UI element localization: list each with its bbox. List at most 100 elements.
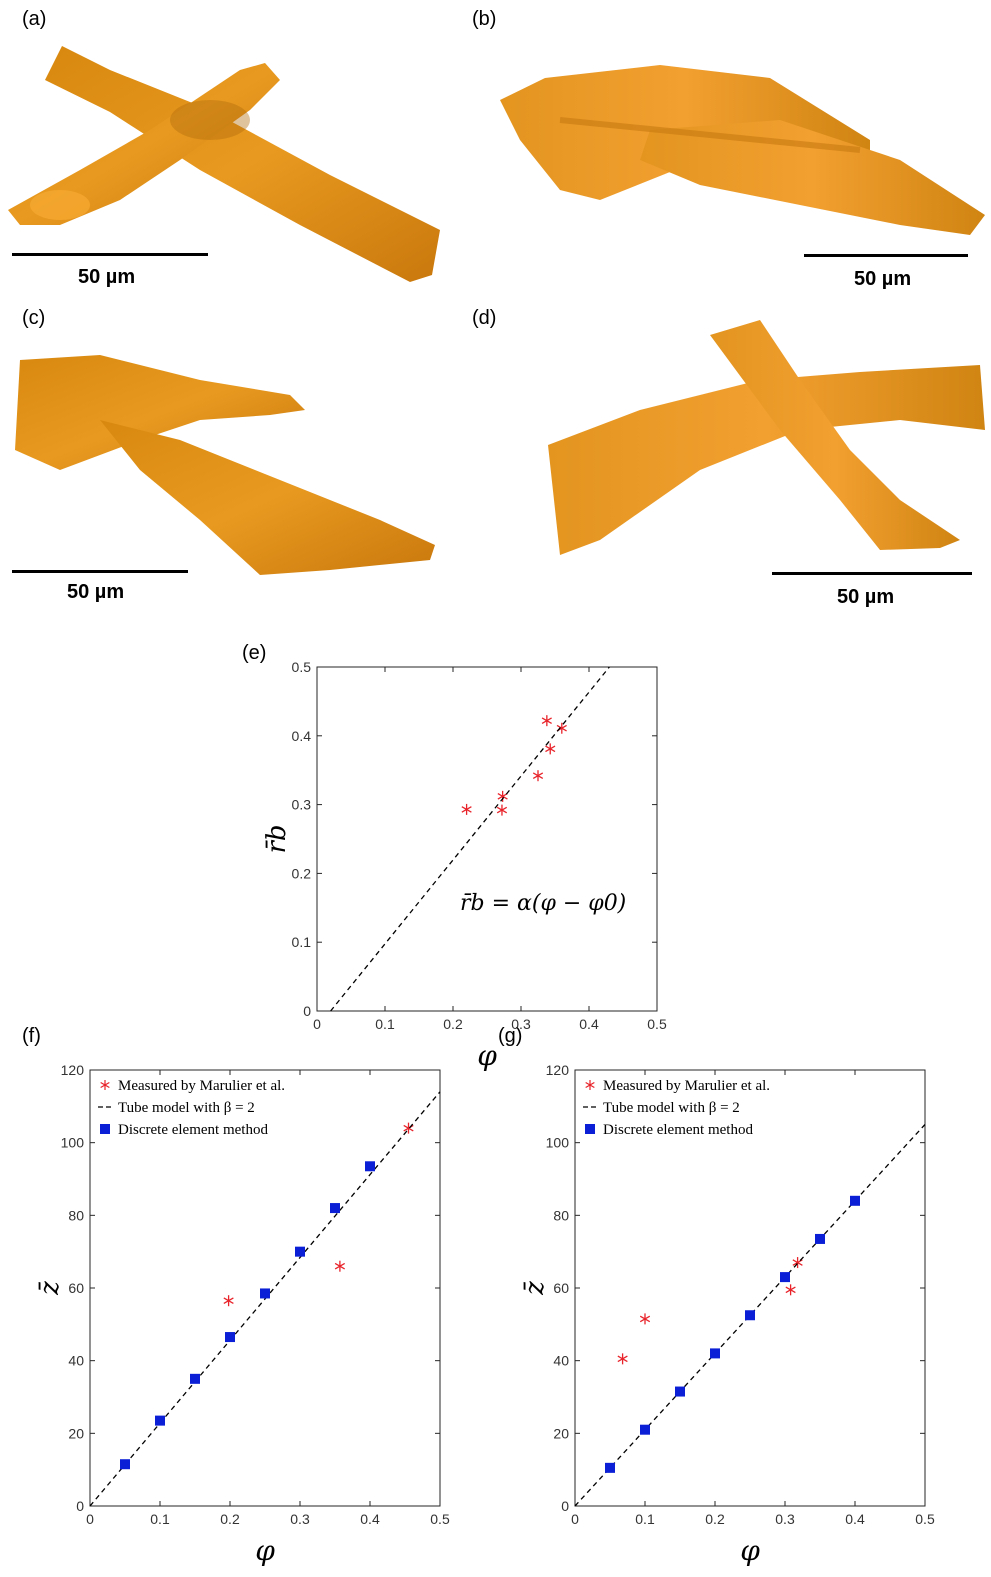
x-tick-label: 0.3 — [775, 1511, 795, 1527]
dem-point — [155, 1415, 165, 1426]
measured-point — [334, 1260, 346, 1272]
equation-annotation: r̄b = α(φ − φ0) — [460, 891, 626, 916]
measured-point — [785, 1284, 796, 1296]
y-tick-label: 0.2 — [292, 865, 312, 881]
measured-point — [496, 804, 508, 816]
x-tick-label: 0.5 — [430, 1511, 450, 1527]
x-tick-label: 0 — [86, 1511, 94, 1527]
measured-point — [639, 1313, 651, 1325]
dem-point — [365, 1161, 375, 1172]
y-tick-label: 0 — [303, 1003, 311, 1019]
legend-marker-dem — [100, 1124, 110, 1134]
fiber-d-strand-1 — [548, 365, 985, 555]
measured-point — [545, 743, 556, 755]
dem-point — [120, 1459, 130, 1470]
y-axis-label: z̄ — [520, 1281, 550, 1296]
fiber-c-strand-1 — [15, 355, 305, 470]
panel-label-c: (c) — [22, 307, 46, 329]
legend-entry: Tube model with β = 2 — [118, 1100, 255, 1116]
dem-point — [745, 1310, 755, 1321]
fiber-a-strand-1 — [45, 46, 440, 282]
dem-point — [330, 1203, 340, 1214]
legend-marker-measured — [100, 1080, 110, 1090]
dem-point — [225, 1332, 235, 1343]
dem-point — [605, 1462, 615, 1473]
dem-point — [675, 1386, 685, 1397]
measured-point — [617, 1353, 628, 1365]
y-tick-label: 0.3 — [292, 797, 312, 813]
scale-label-a: 50 µm — [78, 266, 136, 288]
y-tick-label: 20 — [68, 1425, 84, 1441]
panel-label-f: (f) — [22, 1025, 41, 1047]
panel-label-a: (a) — [22, 8, 47, 30]
scale-bar-b — [804, 254, 968, 257]
x-tick-label: 0.2 — [220, 1511, 240, 1527]
y-tick-label: 60 — [553, 1280, 569, 1296]
scale-label-d: 50 µm — [837, 586, 895, 608]
legend-entry: Discrete element method — [603, 1122, 753, 1138]
y-axis-label: r̄b — [262, 824, 292, 853]
scale-bar-d — [772, 572, 972, 575]
scale-label-c: 50 µm — [67, 581, 125, 603]
dem-point — [190, 1373, 200, 1384]
x-axis-label: φ — [477, 1039, 497, 1072]
x-tick-label: 0.2 — [705, 1511, 725, 1527]
legend-entry: Discrete element method — [118, 1122, 268, 1138]
measured-point — [461, 803, 472, 815]
y-tick-label: 100 — [61, 1135, 85, 1151]
x-tick-label: 0.3 — [290, 1511, 310, 1527]
y-tick-label: 60 — [68, 1280, 84, 1296]
y-axis-label: z̄ — [35, 1281, 65, 1296]
y-tick-label: 40 — [68, 1353, 84, 1369]
scale-label-b: 50 µm — [854, 268, 912, 290]
fiber-c-strand-2 — [100, 420, 435, 575]
y-tick-label: 0 — [76, 1498, 84, 1514]
dem-point — [710, 1348, 720, 1359]
legend-marker-measured — [585, 1080, 595, 1090]
fit-line — [330, 666, 610, 1012]
legend-entry: Tube model with β = 2 — [603, 1100, 740, 1116]
scale-bar-a — [12, 253, 208, 256]
y-tick-label: 0.5 — [292, 659, 312, 675]
x-tick-label: 0.4 — [579, 1016, 599, 1032]
x-tick-label: 0.4 — [845, 1511, 865, 1527]
plot-frame-e — [316, 666, 658, 1012]
y-tick-label: 120 — [61, 1062, 85, 1078]
x-tick-label: 0.5 — [915, 1511, 935, 1527]
y-tick-label: 40 — [553, 1353, 569, 1369]
legend-entry: Measured by Marulier et al. — [603, 1078, 770, 1094]
y-tick-label: 120 — [546, 1062, 570, 1078]
fiber-a-strand-2 — [8, 63, 280, 225]
x-tick-label: 0.1 — [635, 1511, 655, 1527]
x-tick-label: 0.4 — [360, 1511, 380, 1527]
panel-label-g: (g) — [498, 1025, 523, 1047]
y-tick-label: 80 — [68, 1207, 84, 1223]
x-tick-label: 0.2 — [443, 1016, 463, 1032]
dem-point — [850, 1195, 860, 1206]
panel-label-b: (b) — [472, 8, 497, 30]
panel-label-d: (d) — [472, 307, 497, 329]
dem-point — [260, 1288, 270, 1299]
dem-point — [815, 1233, 825, 1244]
x-tick-label: 0.1 — [375, 1016, 395, 1032]
x-tick-label: 0 — [313, 1016, 321, 1032]
measured-point — [541, 715, 552, 727]
x-tick-label: 0.5 — [647, 1016, 667, 1032]
x-axis-label: φ — [740, 1534, 760, 1567]
legend-entry: Measured by Marulier et al. — [118, 1078, 285, 1094]
x-axis-label: φ — [255, 1534, 275, 1567]
legend-marker-dem — [585, 1124, 595, 1134]
fit-line — [89, 1091, 441, 1507]
panel-label-e: (e) — [242, 642, 267, 664]
y-tick-label: 20 — [553, 1425, 569, 1441]
measured-point — [497, 790, 508, 802]
measured-point — [223, 1295, 234, 1307]
y-tick-label: 0.1 — [292, 934, 312, 950]
fiber-b-strand-2 — [640, 120, 985, 235]
fiber-d-strand-2 — [710, 320, 960, 550]
scale-bar-c — [12, 570, 188, 573]
fiber-image-a — [8, 46, 985, 575]
